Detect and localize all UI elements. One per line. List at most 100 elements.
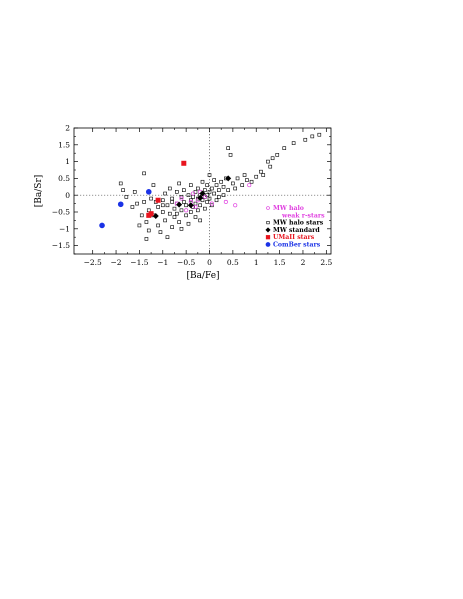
mw-halo-star-point [214, 183, 219, 187]
mw-halo-star-point [219, 179, 223, 184]
weak-r-star-point [184, 208, 189, 213]
mw-halo-star-point [221, 185, 226, 189]
plot-frame [73, 127, 332, 255]
mw-halo-star-point [170, 196, 174, 201]
x-tick-label: 2 [301, 258, 306, 267]
legend-label: MW halo [273, 205, 304, 212]
mw-halo-star-point [226, 146, 230, 150]
mw-halo-star-point [179, 208, 184, 213]
mw-halo-star-point [160, 198, 165, 203]
legend-marker [265, 242, 271, 247]
y-axis-label: [Ba/Sr] [34, 175, 44, 208]
mw-halo-star-point [207, 173, 212, 177]
mw-halo-star-point [177, 220, 181, 224]
x-tick-label: −0.5 [177, 258, 195, 267]
reference-lines [74, 128, 331, 254]
comber-star-point [99, 222, 105, 229]
mw-halo-star-point [179, 227, 184, 231]
mw-halo-star-point [156, 205, 160, 209]
mw-halo-star-point [189, 183, 193, 187]
mw-halo-star-point [165, 235, 170, 239]
mw-halo-star-point [235, 176, 240, 181]
mw-halo-star-point [203, 188, 207, 192]
mw-halo-star-point [167, 211, 172, 216]
weak-r-star-point [223, 199, 228, 204]
legend-label: UMaII stars [273, 234, 315, 241]
mw-halo-star-point [196, 186, 200, 191]
mw-halo-star-point [167, 186, 172, 191]
weak-r-star-point [233, 203, 238, 208]
mw-halo-star-point [249, 179, 254, 184]
mw-halo-star-point [165, 203, 170, 208]
y-axis: −1.5 −1 −0.5 0 0.5 1 1.5 2 [52, 124, 331, 255]
legend-label: MW halo stars [273, 220, 324, 227]
mw-halo-star-point [144, 220, 149, 224]
mw-halo-star-point [317, 132, 322, 137]
mw-halo-star-point [124, 195, 129, 199]
mw-halo-star-point [205, 200, 209, 204]
mw-halo-star-point [151, 183, 156, 187]
legend-label: ComBer stars [273, 242, 321, 249]
mw-halo-star-point [118, 181, 123, 186]
mw-halo-star-point [179, 195, 184, 199]
y-tick-label: 0 [65, 191, 70, 200]
comber-star-point [117, 201, 124, 208]
mw-halo-star-point [200, 198, 205, 203]
x-axis-label: [Ba/Fe] [186, 271, 219, 281]
mw-halo-star-point [207, 196, 212, 201]
mw-halo-star-point [142, 200, 146, 204]
mw-halo-star-point [261, 173, 266, 177]
mw-halo-star-point [170, 225, 174, 229]
mw-halo-star-point [203, 206, 207, 211]
legend-marker [265, 235, 271, 240]
mw-halo-star-point [144, 237, 149, 241]
mw-halo-star-point [291, 141, 296, 145]
legend-marker [265, 227, 271, 233]
mw-halo-star-point [189, 198, 193, 203]
x-tick-label: −2.5 [84, 258, 102, 267]
mw-halo-star-point [193, 215, 198, 219]
mw-halo-star-point [196, 208, 200, 213]
y-tick-label: 1.5 [58, 140, 70, 149]
mw-halo-star-point [231, 181, 235, 186]
mw-standard-point [152, 213, 159, 220]
mw-halo-star-point [282, 146, 287, 150]
mw-halo-star-point [156, 223, 160, 228]
mw-halo-star-point [193, 201, 198, 206]
mw-halo-star-point [205, 183, 209, 187]
mw-halo-star-point [184, 213, 188, 218]
legend-marker [266, 206, 270, 210]
mw-halo-star-point [240, 183, 245, 187]
umaii-star-point [148, 211, 154, 217]
mw-halo-star-point [198, 218, 202, 223]
mw-halo-star-point [172, 215, 177, 219]
mw-halo-star-point [177, 181, 181, 186]
mw-halo-star-point [182, 200, 186, 204]
mw-halo-star-point [184, 203, 188, 208]
weak-r-star-point [191, 191, 196, 196]
legend-label: weak r-stars [281, 212, 325, 219]
mw-halo-star-point [172, 206, 177, 211]
mw-halo-star-point [303, 137, 308, 142]
mw-halo-star-point [228, 153, 233, 157]
umaii-star-point [181, 160, 187, 166]
mw-halo-star-point [233, 186, 238, 191]
mw-halo-star-point [170, 200, 174, 204]
x-tick-label: −1.5 [130, 258, 148, 267]
mw-halo-star-point [207, 190, 212, 194]
mw-halo-star-point [142, 171, 146, 176]
y-tick-label: 0.5 [58, 174, 70, 183]
mw-halo-star-point [226, 188, 230, 192]
mw-halo-star-point [210, 203, 214, 208]
x-tick-label: 2.5 [320, 258, 332, 267]
mw-halo-star-point [266, 159, 270, 164]
y-tick-label: −0.5 [52, 208, 70, 217]
x-tick-label: −1 [157, 258, 168, 267]
mw-halo-star-point [212, 178, 216, 182]
mw-halo-star-point [160, 203, 165, 208]
mw-halo-star-point [160, 210, 165, 214]
mw-halo-star-point [132, 190, 137, 194]
mw-halo-star-point [149, 196, 153, 201]
